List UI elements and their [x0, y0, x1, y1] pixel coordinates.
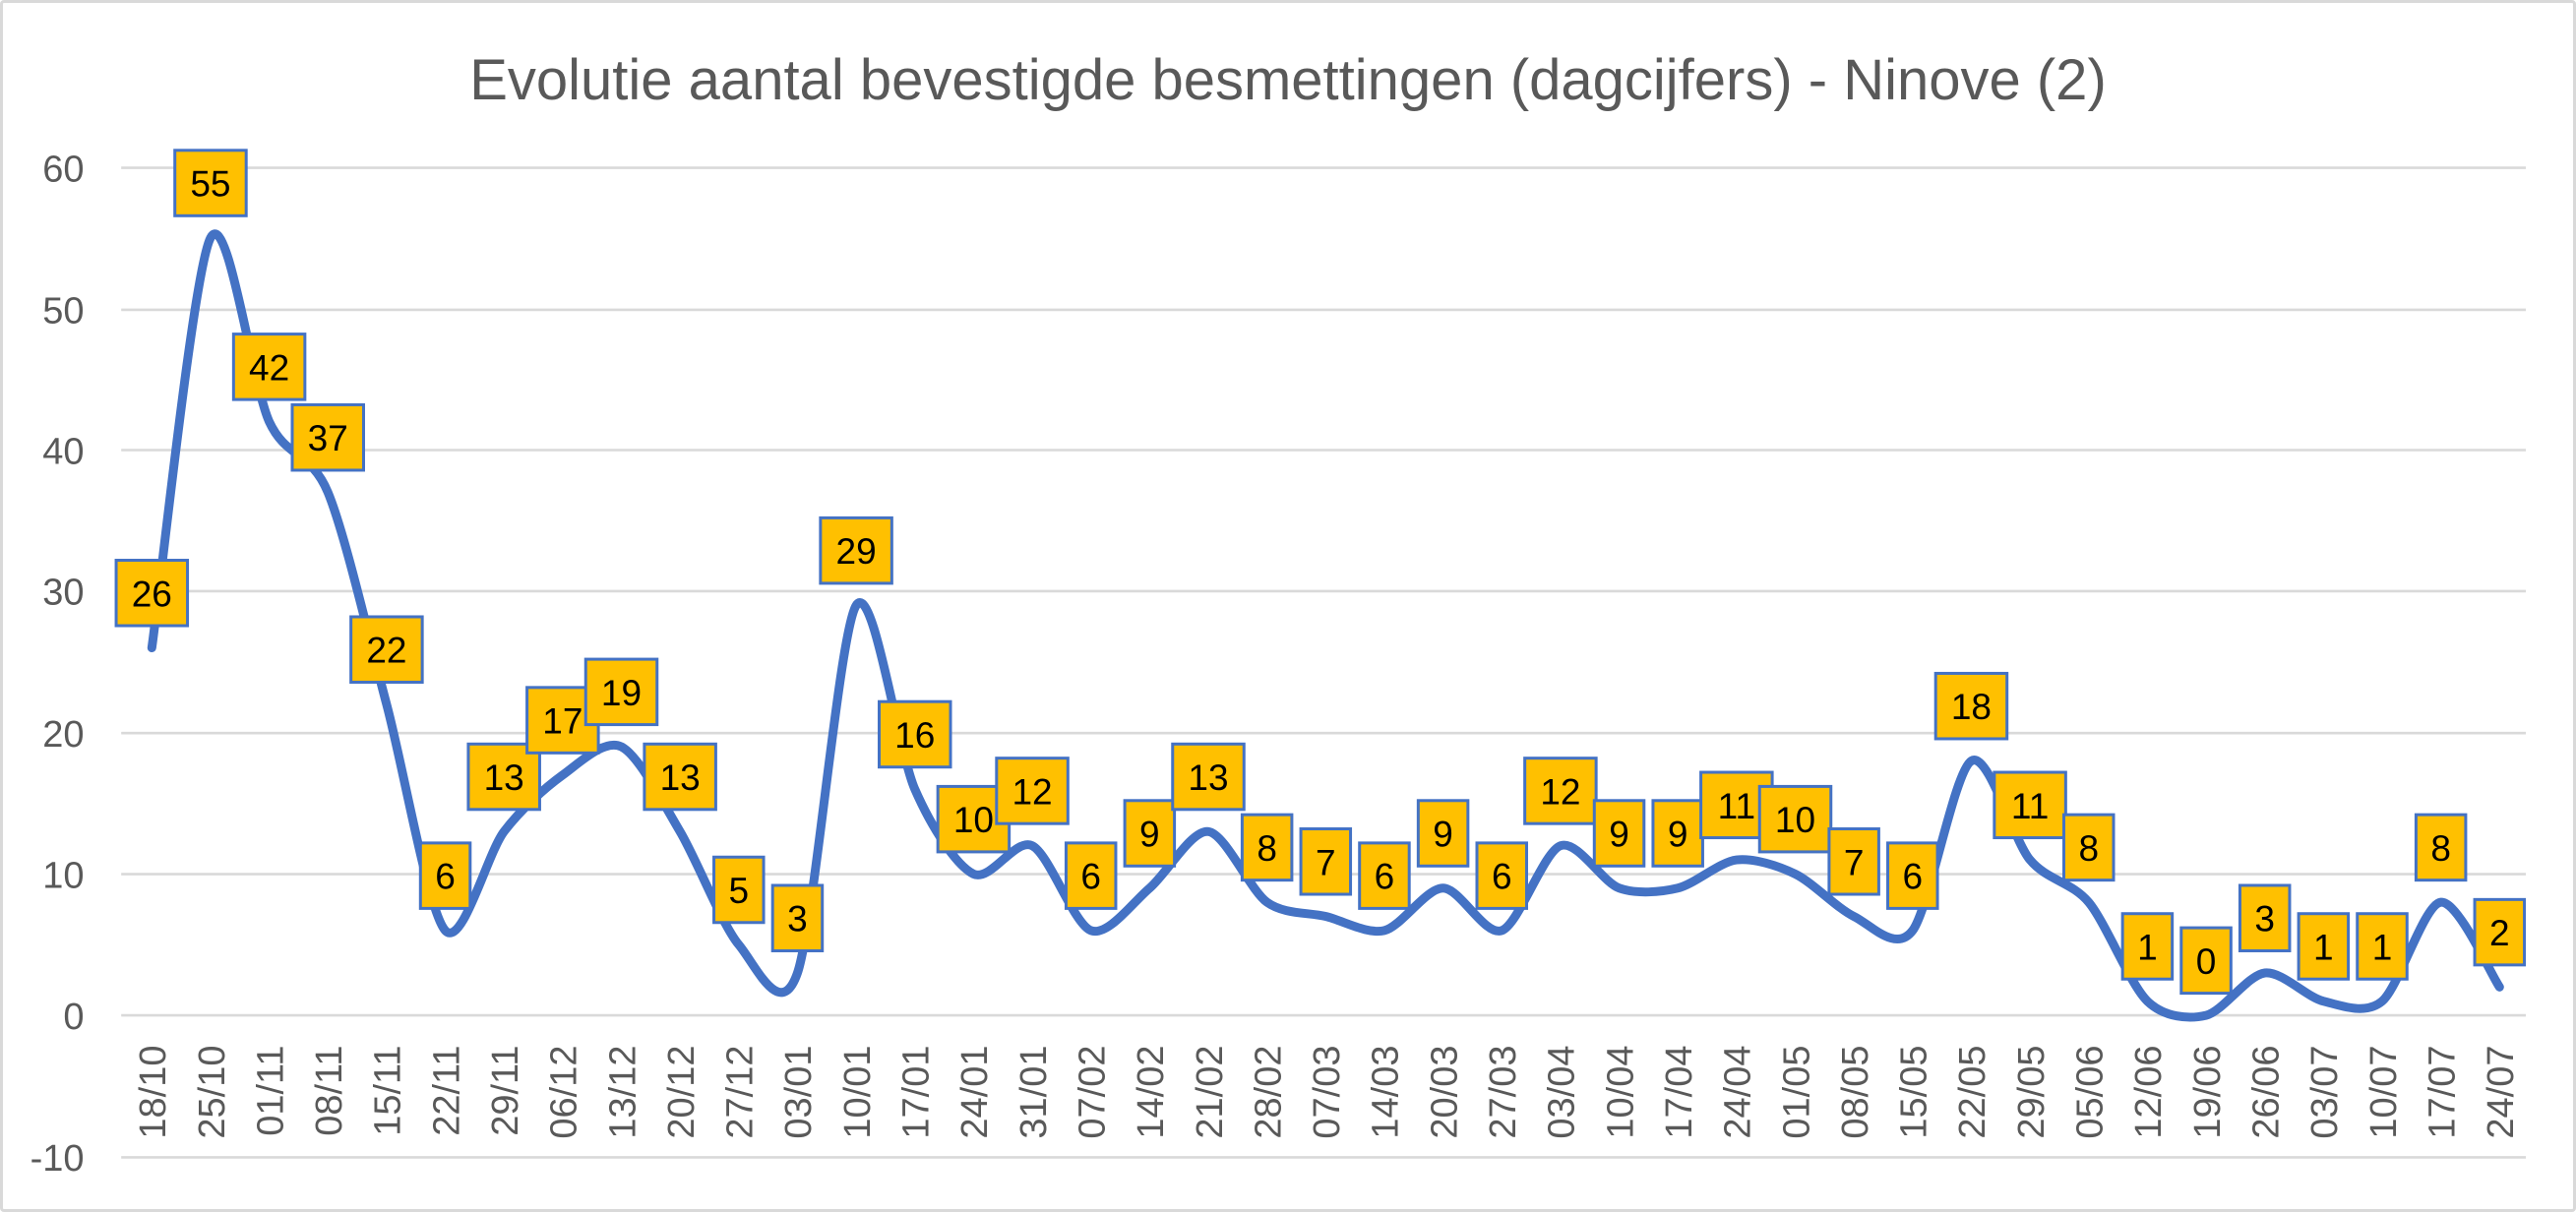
svg-text:8: 8: [1257, 828, 1277, 869]
svg-text:24/01: 24/01: [954, 1046, 996, 1139]
svg-text:40: 40: [42, 431, 84, 472]
svg-text:10: 10: [1775, 800, 1815, 840]
svg-text:12: 12: [1012, 771, 1052, 812]
svg-text:08/05: 08/05: [1835, 1046, 1876, 1139]
svg-text:9: 9: [1433, 815, 1453, 855]
svg-text:21/02: 21/02: [1190, 1046, 1231, 1139]
svg-text:31/01: 31/01: [1013, 1046, 1055, 1139]
svg-text:11: 11: [1718, 786, 1755, 826]
svg-text:13/12: 13/12: [602, 1046, 644, 1139]
svg-text:10/01: 10/01: [837, 1046, 879, 1139]
svg-text:9: 9: [1139, 815, 1160, 855]
svg-text:2: 2: [2489, 913, 2510, 953]
svg-text:50: 50: [42, 291, 84, 333]
svg-text:08/11: 08/11: [309, 1046, 350, 1136]
svg-text:13: 13: [660, 758, 701, 798]
svg-text:17: 17: [542, 701, 583, 742]
svg-text:10/07: 10/07: [2363, 1046, 2405, 1139]
svg-text:13: 13: [1188, 758, 1228, 798]
svg-text:5: 5: [729, 871, 750, 911]
svg-text:20: 20: [42, 714, 84, 756]
svg-text:6: 6: [1080, 857, 1101, 897]
svg-text:18: 18: [1951, 687, 1992, 727]
svg-text:19/06: 19/06: [2187, 1046, 2229, 1139]
svg-text:19: 19: [601, 673, 642, 713]
svg-text:06/12: 06/12: [544, 1046, 585, 1139]
svg-text:6: 6: [1492, 857, 1512, 897]
svg-text:42: 42: [249, 347, 289, 388]
svg-text:29/05: 29/05: [2011, 1046, 2053, 1139]
svg-text:12: 12: [1540, 771, 1580, 812]
svg-text:17/07: 17/07: [2423, 1046, 2464, 1139]
svg-text:26/06: 26/06: [2246, 1046, 2288, 1139]
svg-text:6: 6: [435, 857, 456, 897]
svg-text:3: 3: [2254, 899, 2275, 939]
svg-text:0: 0: [2196, 941, 2217, 982]
svg-text:17/01: 17/01: [896, 1046, 938, 1139]
svg-text:24/04: 24/04: [1718, 1046, 1759, 1139]
svg-text:14/03: 14/03: [1366, 1046, 1407, 1139]
svg-text:22/05: 22/05: [1952, 1046, 1993, 1139]
svg-text:22/11: 22/11: [426, 1046, 467, 1136]
svg-text:10: 10: [953, 800, 994, 840]
svg-text:-10: -10: [31, 1138, 85, 1180]
svg-text:Evolutie aantal bevestigde bes: Evolutie aantal bevestigde besmettingen …: [469, 48, 2107, 112]
svg-text:30: 30: [42, 573, 84, 614]
svg-text:18/10: 18/10: [133, 1046, 174, 1139]
svg-text:27/12: 27/12: [720, 1046, 762, 1139]
svg-text:0: 0: [63, 997, 84, 1038]
svg-text:24/07: 24/07: [2481, 1046, 2522, 1139]
svg-text:16: 16: [894, 715, 935, 756]
svg-text:55: 55: [190, 164, 230, 205]
svg-text:6: 6: [1903, 857, 1924, 897]
svg-text:20/03: 20/03: [1424, 1046, 1465, 1139]
svg-text:22: 22: [366, 631, 406, 671]
svg-text:29/11: 29/11: [485, 1046, 526, 1136]
svg-text:11: 11: [2011, 786, 2049, 826]
svg-text:01/11: 01/11: [250, 1046, 291, 1136]
svg-text:1: 1: [2313, 927, 2334, 967]
svg-text:07/03: 07/03: [1307, 1046, 1348, 1139]
svg-text:27/03: 27/03: [1483, 1046, 1524, 1139]
svg-text:8: 8: [2430, 828, 2451, 869]
svg-text:6: 6: [1375, 857, 1395, 897]
svg-text:07/02: 07/02: [1073, 1046, 1114, 1139]
svg-text:03/07: 03/07: [2304, 1046, 2346, 1139]
svg-text:20/12: 20/12: [661, 1046, 703, 1139]
svg-text:05/06: 05/06: [2070, 1046, 2112, 1139]
svg-text:37: 37: [308, 418, 348, 458]
svg-text:60: 60: [42, 149, 84, 190]
svg-text:28/02: 28/02: [1248, 1046, 1289, 1139]
svg-text:13: 13: [484, 758, 524, 798]
svg-text:10/04: 10/04: [1600, 1046, 1641, 1139]
svg-text:17/04: 17/04: [1659, 1046, 1700, 1139]
svg-text:1: 1: [2372, 927, 2393, 967]
svg-text:7: 7: [1844, 842, 1865, 882]
svg-text:7: 7: [1316, 842, 1336, 882]
svg-text:10: 10: [42, 855, 84, 896]
svg-text:9: 9: [1609, 815, 1629, 855]
svg-text:12/06: 12/06: [2128, 1046, 2170, 1139]
svg-text:29: 29: [836, 531, 877, 572]
svg-text:25/10: 25/10: [192, 1046, 233, 1139]
svg-text:3: 3: [787, 899, 808, 939]
svg-text:03/04: 03/04: [1542, 1046, 1583, 1139]
svg-text:8: 8: [2078, 828, 2099, 869]
svg-text:9: 9: [1668, 815, 1688, 855]
svg-text:14/02: 14/02: [1131, 1046, 1172, 1139]
svg-text:26: 26: [132, 574, 172, 614]
svg-text:03/01: 03/01: [778, 1046, 820, 1139]
svg-text:01/05: 01/05: [1776, 1046, 1817, 1139]
svg-text:1: 1: [2137, 927, 2158, 967]
svg-text:15/05: 15/05: [1894, 1046, 1935, 1139]
svg-text:15/11: 15/11: [368, 1046, 409, 1136]
